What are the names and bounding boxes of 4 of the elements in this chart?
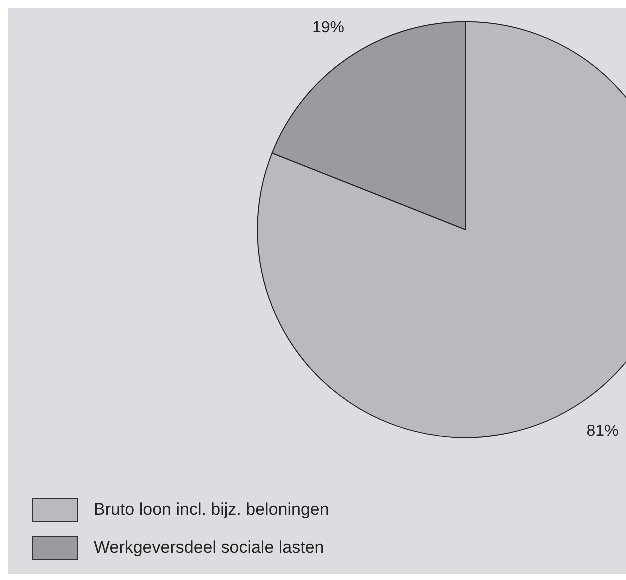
- legend-label: Bruto loon incl. bijz. beloningen: [94, 500, 330, 520]
- data-label: 19%: [312, 20, 345, 37]
- legend-label: Werkgeversdeel sociale lasten: [94, 538, 324, 558]
- data-label: 81%: [586, 423, 619, 440]
